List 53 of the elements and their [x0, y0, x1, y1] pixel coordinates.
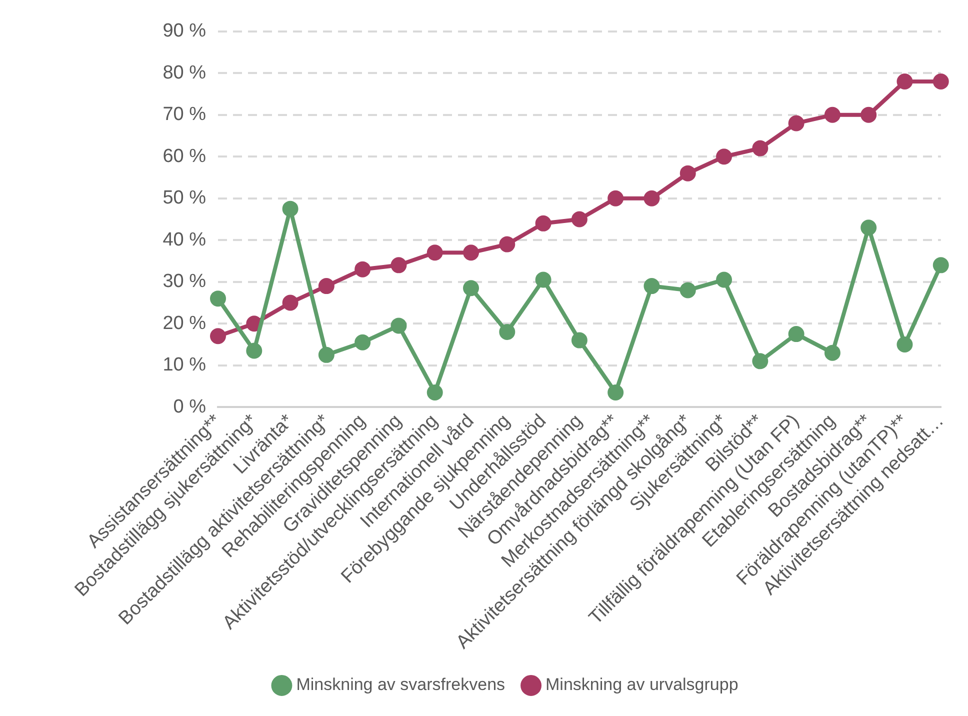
point: [390, 257, 407, 274]
point: [824, 344, 840, 361]
y-tick-label: 50 %: [162, 188, 206, 209]
point: [318, 278, 334, 294]
point: [608, 190, 624, 206]
point: [390, 318, 407, 334]
point: [752, 140, 768, 156]
point: [354, 261, 371, 278]
point: [896, 73, 913, 90]
point: [535, 215, 552, 232]
point: [282, 200, 298, 217]
point: [752, 353, 768, 370]
y-tick-label: 30 %: [162, 271, 206, 292]
point: [463, 280, 480, 296]
y-tick-label: 80 %: [162, 62, 206, 84]
y-tick-label: 90 %: [162, 20, 206, 42]
point: [282, 294, 298, 311]
point: [499, 324, 516, 340]
y-tick-label: 40 %: [162, 229, 206, 250]
point: [896, 336, 913, 352]
point: [824, 106, 840, 123]
point: [571, 211, 588, 228]
point: [680, 282, 696, 298]
y-tick-label: 70 %: [162, 104, 206, 126]
point: [932, 257, 949, 274]
point: [788, 115, 804, 132]
point: [860, 220, 877, 236]
point: [788, 326, 804, 342]
y-tick-label: 20 %: [162, 312, 206, 334]
point: [608, 384, 624, 400]
point: [932, 73, 949, 90]
legend-label: Minskning av urvalsgrupp: [546, 675, 738, 694]
point: [426, 384, 443, 400]
point: [499, 236, 516, 252]
point: [571, 332, 588, 348]
legend-label: Minskning av svarsfrekvens: [296, 675, 506, 694]
point: [318, 346, 334, 363]
y-tick-label: 0 %: [173, 396, 206, 418]
point: [246, 342, 262, 359]
point: [426, 244, 443, 261]
point: [210, 290, 226, 307]
y-tick-label: 10 %: [162, 354, 206, 376]
point: [860, 106, 877, 123]
point: [716, 272, 732, 288]
y-tick-label: 60 %: [162, 146, 206, 167]
point: [463, 244, 480, 261]
point: [210, 328, 226, 344]
point: [716, 148, 732, 165]
point: [354, 334, 371, 350]
point: [680, 165, 696, 182]
point: [535, 272, 552, 288]
point: [644, 278, 660, 294]
point: [644, 190, 660, 206]
